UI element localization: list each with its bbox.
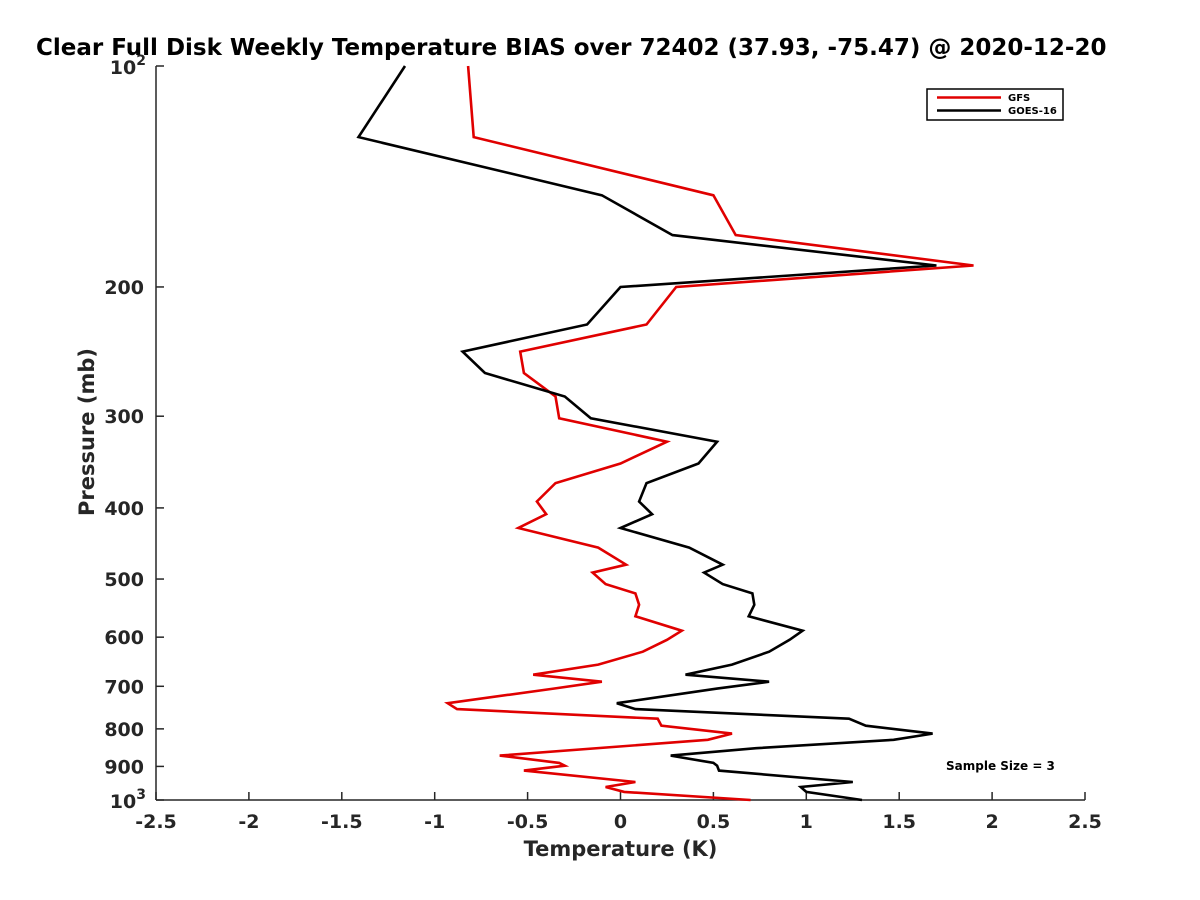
legend: GFS GOES-16: [926, 88, 1064, 121]
y-tick-label: 700: [104, 676, 144, 698]
y-tick-label: 400: [104, 498, 144, 520]
y-tick-label: 102: [110, 53, 146, 79]
x-tick-label: -2.5: [135, 811, 177, 833]
x-tick-label: 1.5: [882, 811, 916, 833]
axes: -2.5 -2 -1.5 -1 -0.5 0 0.5 1 1.5 2 2.5 102 200 300 400…: [104, 53, 1102, 833]
y-tick-label: 800: [104, 719, 144, 741]
x-tick-label: 1: [800, 811, 813, 833]
y-tick-label: 103: [110, 787, 146, 813]
series-line-goes-16: [356, 65, 937, 802]
series-line-gfs: [444, 65, 974, 802]
series-lines: [356, 65, 974, 802]
y-tick-label: 600: [104, 627, 144, 649]
x-tick-label: -1.5: [321, 811, 363, 833]
y-axis-label: Pressure (mb): [75, 348, 99, 516]
legend-box: [926, 88, 1064, 121]
x-tick-label: 2: [985, 811, 998, 833]
x-tick-label: 2.5: [1068, 811, 1102, 833]
x-tick-label: 0.5: [697, 811, 731, 833]
chart-title: Clear Full Disk Weekly Temperature BIAS …: [36, 35, 1106, 61]
x-tick-label: -1: [424, 811, 445, 833]
y-tick-label: 900: [104, 756, 144, 778]
sample-size-annotation: Sample Size = 3: [946, 759, 1055, 773]
x-tick-label: -2: [238, 811, 259, 833]
x-axis-label: Temperature (K): [524, 837, 718, 861]
x-tick-label: 0: [614, 811, 627, 833]
y-tick-label: 500: [104, 569, 144, 591]
x-tick-label: -0.5: [507, 811, 549, 833]
legend-label-goes-16: GOES-16: [1008, 106, 1057, 117]
legend-label-gfs: GFS: [1008, 93, 1030, 104]
y-tick-label: 200: [104, 277, 144, 299]
y-tick-label: 300: [104, 406, 144, 428]
